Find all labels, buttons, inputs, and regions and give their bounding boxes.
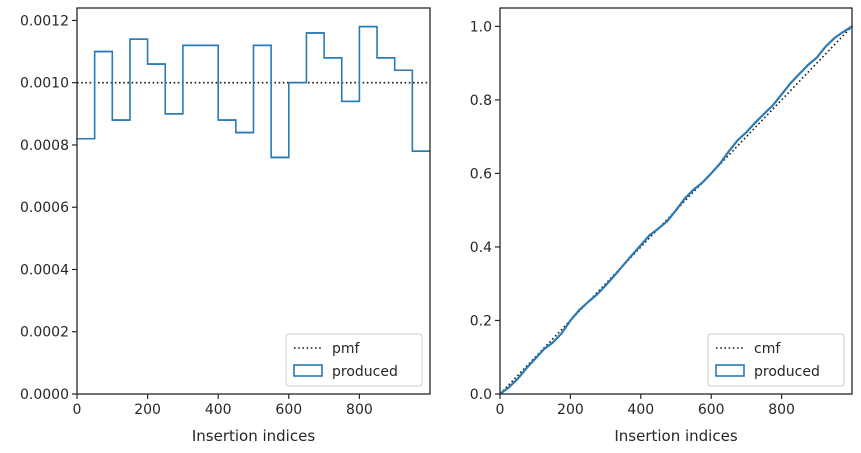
pmf-legend-produced-swatch (293, 364, 323, 377)
pmf-x-tick-label: 800 (346, 402, 373, 418)
cmf-produced-point (780, 93, 783, 96)
pmf-y-tick-label: 0.0012 (20, 13, 69, 29)
pmf-histogram-outline (77, 25, 430, 159)
cmf-reference-line (499, 25, 853, 395)
cmf-produced-point (815, 56, 818, 59)
cmf-produced-point (763, 112, 765, 115)
cmf-produced-point (569, 319, 572, 322)
cmf-produced-point (622, 264, 625, 267)
cmf-produced-point (736, 139, 739, 142)
cmf-produced-point (551, 341, 554, 344)
cmf-x-tick-label: 600 (698, 402, 725, 418)
cmf-produced-point (587, 301, 589, 303)
pmf-axes-frame (76, 7, 431, 395)
cmf-y-tick-label: 0.6 (470, 166, 492, 182)
pmf-legend-box (285, 333, 423, 387)
cmf-produced-point (719, 162, 721, 165)
cmf-produced-point (648, 234, 651, 237)
pmf-legend-produced-label: produced (332, 364, 398, 380)
cmf-x-tick-label: 800 (768, 402, 795, 418)
cmf-produced-point (745, 131, 748, 134)
cmf-y-tick-label: 0.2 (470, 313, 492, 329)
cmf-produced-point (727, 150, 730, 153)
cmf-x-tick-label: 200 (557, 402, 584, 418)
cmf-produced-point (631, 254, 633, 256)
cmf-x-tick-label: 400 (627, 402, 654, 418)
cmf-produced-point (754, 121, 757, 124)
cmf-axes-frame (499, 7, 853, 395)
cmf-x-axis-label: Insertion indices (614, 427, 737, 445)
pmf-y-tick-label: 0.0008 (20, 138, 69, 154)
cmf-x-tick-label: 0 (496, 402, 505, 418)
cmf-y-tick-label: 0.4 (470, 240, 492, 256)
cmf-produced-point (595, 293, 598, 296)
cmf-produced-point (604, 284, 607, 287)
cmf-legend: cmf produced (707, 333, 845, 387)
pmf-legend-reference-label: pmf (332, 341, 361, 357)
cmf-produced-point (683, 197, 686, 200)
cmf-produced-point (525, 367, 528, 370)
pmf-x-tick-label: 400 (205, 402, 232, 418)
pmf-y-tick-label: 0.0006 (20, 200, 69, 216)
cmf-produced-point (842, 30, 845, 33)
cmf-produced-point (639, 244, 642, 247)
cmf-legend-produced-swatch (715, 364, 745, 377)
cmf-produced-point (807, 64, 809, 66)
pmf-y-tick-label: 0.0002 (20, 325, 69, 341)
cmf-produced-point (692, 188, 695, 191)
cmf-y-tick-label: 0.0 (470, 387, 492, 403)
cmf-produced-point (666, 220, 669, 223)
cmf-produced-point (543, 348, 545, 351)
cmf-y-tick-label: 1.0 (470, 19, 492, 35)
cmf-produced-point (657, 227, 660, 230)
cmf-produced-point (675, 209, 677, 212)
pmf-legend: pmf produced (285, 333, 423, 387)
cmf-produced-point (771, 104, 774, 107)
cmf-legend-produced-label: produced (754, 364, 820, 380)
cmf-produced-point (701, 181, 704, 184)
cmf-legend-reference-label: cmf (754, 341, 781, 357)
pmf-chart: 0 200 400 600 800 0.0000 0.0002 0.0004 0.0006 0.0… (20, 7, 431, 445)
cmf-produced-point (710, 172, 713, 175)
cmf-produced-point (560, 332, 563, 335)
pmf-x-tick-label: 0 (73, 402, 82, 418)
pmf-x-tick-label: 600 (275, 402, 302, 418)
pmf-y-tick-label: 0.0010 (20, 76, 69, 92)
cmf-produced-point (824, 45, 827, 48)
pmf-y-tick-label: 0.0000 (20, 387, 69, 403)
cmf-produced-point (507, 386, 510, 389)
cmf-chart: 0 200 400 600 800 0.0 0.2 0.4 0.6 0.8 1.0 Insertion… (470, 7, 853, 445)
pmf-x-axis-label: Insertion indices (192, 427, 315, 445)
pmf-x-tick-label: 200 (134, 402, 161, 418)
pmf-y-tick-label: 0.0004 (20, 262, 69, 278)
cmf-produced-point (534, 357, 537, 360)
cmf-produced-point (789, 82, 792, 85)
cmf-produced-point (798, 73, 801, 76)
cmf-y-tick-label: 0.8 (470, 93, 492, 109)
cmf-legend-box (707, 333, 845, 387)
cmf-produced-point (613, 274, 616, 277)
cmf-produced-point (833, 37, 836, 40)
cmf-produced-point (516, 378, 519, 380)
cmf-produced-point (578, 309, 581, 312)
